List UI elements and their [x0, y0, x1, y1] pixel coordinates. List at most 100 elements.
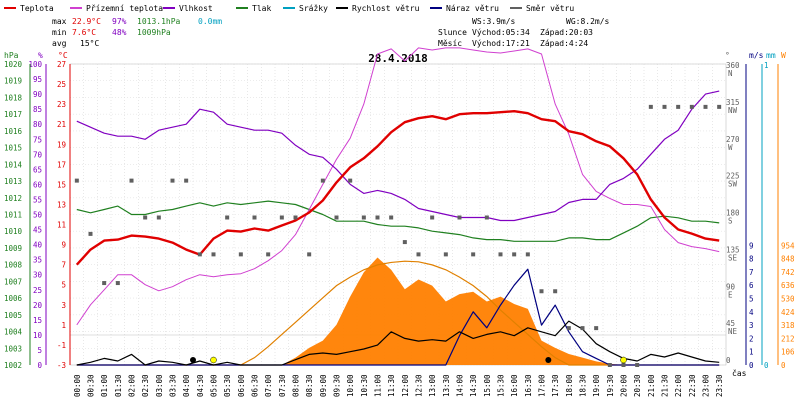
press-tick: 1020	[4, 60, 23, 69]
stat-max-hum: 97%	[112, 17, 127, 26]
wind-direction-marker	[648, 104, 653, 109]
temp-tick: 17	[57, 160, 66, 169]
dir-tick: 360	[726, 61, 740, 70]
hum-tick: 65	[33, 165, 42, 174]
dir-tick: 315	[726, 98, 740, 107]
press-tick: 1005	[4, 311, 22, 320]
press-tick: 1010	[4, 227, 23, 236]
wind-direction-marker	[348, 178, 353, 183]
wind-tick: 4	[749, 308, 754, 317]
stat-max-temp: 22.9°C	[72, 17, 101, 26]
x-tick: 04:00	[182, 374, 191, 397]
wind-direction-marker	[74, 178, 79, 183]
sun-set: Západ:20:03	[540, 28, 593, 37]
moon-rise: Východ:17:21	[472, 39, 530, 48]
solar-tick: 848	[781, 255, 795, 264]
stat-avg-label: avg	[52, 39, 67, 48]
stats-block: max 22.9°C 97% 1013.1hPa 0.0mm min 7.6°C…	[52, 17, 610, 48]
dir-tick-name: SW	[728, 180, 738, 189]
moonrise-marker	[545, 357, 552, 363]
press-tick: 1011	[4, 211, 22, 220]
wind-direction-marker	[197, 252, 202, 257]
x-tick: 11:00	[374, 374, 383, 397]
wind-tick: 7	[749, 268, 754, 277]
press-tick: 1006	[4, 294, 23, 303]
wind-direction-marker	[717, 104, 722, 109]
wind-direction-marker	[211, 252, 216, 257]
stat-min-press: 1009hPa	[137, 28, 171, 37]
x-tick: 02:00	[128, 374, 137, 397]
x-tick: 01:00	[100, 374, 109, 397]
solar-tick: 0	[781, 361, 786, 370]
solar-tick: 530	[781, 295, 795, 304]
x-tick: 21:30	[661, 374, 670, 397]
sunrise-marker	[210, 356, 217, 364]
chart-title: 28.4.2018	[368, 52, 428, 65]
wind-direction-marker	[484, 215, 489, 220]
hum-tick: 75	[33, 135, 42, 144]
press-tick: 1013	[4, 177, 22, 186]
dir-tick: 0	[726, 356, 731, 365]
x-tick: 06:00	[237, 374, 246, 397]
x-tick: 17:30	[551, 374, 560, 397]
hum-tick: 40	[33, 241, 43, 250]
x-tick: 14:30	[469, 374, 478, 397]
press-tick: 1017	[4, 110, 22, 119]
legend-label: Teplota	[20, 4, 54, 13]
stat-max-press: 1013.1hPa	[137, 17, 181, 26]
press-tick: 1018	[4, 93, 23, 102]
x-tick: 03:00	[155, 374, 164, 397]
x-tick: 13:00	[428, 374, 437, 397]
moon-set: Západ:4:24	[540, 39, 588, 48]
wind-direction-marker	[662, 104, 667, 109]
dir-tick-name: NW	[728, 106, 738, 115]
moonset-marker	[190, 357, 196, 363]
wind-direction-marker	[498, 252, 503, 257]
solar-area	[76, 257, 720, 365]
solar-tick: 954	[781, 241, 795, 250]
temp-tick: -3	[57, 361, 66, 370]
legend-label: Přízemní teplota	[86, 4, 163, 13]
wind-direction-marker	[457, 215, 462, 220]
hum-tick: 55	[33, 195, 42, 204]
x-tick: 10:30	[360, 374, 369, 397]
x-tick: 20:30	[633, 374, 642, 397]
wind-tick: 0	[749, 361, 754, 370]
wind-direction-marker	[320, 178, 325, 183]
x-axis-label: čas	[732, 368, 747, 378]
hum-tick: 100	[28, 60, 42, 69]
wind-direction-marker	[129, 178, 134, 183]
wind-direction-marker	[553, 289, 558, 294]
wind-direction-marker	[184, 178, 189, 183]
x-tick: 05:30	[223, 374, 232, 397]
solar-tick: 424	[781, 308, 795, 317]
solar-tick: 212	[781, 334, 795, 343]
x-tick: 07:00	[264, 374, 273, 397]
solar-tick: 318	[781, 321, 795, 330]
wind-direction-marker	[430, 215, 435, 220]
x-tick: 20:00	[620, 374, 629, 397]
hum-tick: 30	[33, 271, 43, 280]
x-tick: 14:00	[456, 374, 465, 397]
press-tick: 1019	[4, 77, 22, 86]
wind-direction-marker	[689, 104, 694, 109]
hum-unit: %	[38, 51, 43, 60]
press-tick: 1003	[4, 344, 22, 353]
humidity-line	[76, 90, 720, 222]
wind-direction-marker	[334, 215, 339, 220]
wind-direction-marker	[389, 215, 394, 220]
hum-tick: 35	[33, 256, 42, 265]
legend-label: Srážky	[299, 4, 328, 13]
wind-direction-marker	[703, 104, 708, 109]
hum-tick: 90	[33, 90, 43, 99]
temp-tick: 1	[61, 321, 66, 330]
wind-direction-marker	[512, 252, 517, 257]
hum-tick: 85	[33, 105, 42, 114]
x-tick: 15:00	[483, 374, 492, 397]
x-tick: 00:30	[87, 374, 96, 397]
solar-tick: 742	[781, 268, 795, 277]
solar-tick: 636	[781, 281, 795, 290]
wind-unit: m/s	[749, 51, 764, 60]
wind-tick: 6	[749, 281, 754, 290]
